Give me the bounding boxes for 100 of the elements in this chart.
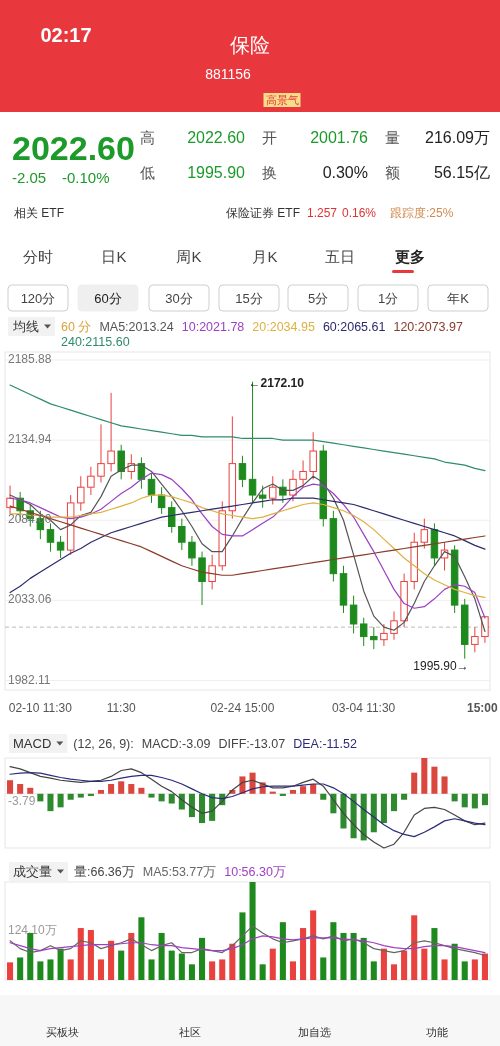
candlestick bbox=[167, 500, 176, 534]
bar bbox=[138, 917, 145, 980]
bar bbox=[128, 784, 135, 794]
text: 跟踪度:25% bbox=[390, 206, 454, 220]
bar bbox=[199, 793, 206, 824]
candlestick bbox=[188, 535, 196, 567]
text: 1.257 bbox=[307, 206, 338, 220]
y-tick-label: 1982.11 bbox=[8, 672, 51, 687]
text: 低 bbox=[140, 164, 155, 181]
text: 10:56.30万 bbox=[224, 865, 286, 879]
text: 56.15亿 bbox=[433, 164, 490, 181]
candlestick bbox=[97, 423, 105, 483]
text: 更多 bbox=[395, 248, 425, 265]
bar bbox=[360, 793, 367, 841]
candlestick bbox=[299, 459, 307, 488]
candlestick bbox=[56, 535, 65, 559]
bar bbox=[401, 950, 408, 980]
bar bbox=[27, 787, 34, 794]
text: 5分 bbox=[307, 291, 329, 306]
bar bbox=[77, 793, 84, 798]
bar bbox=[128, 932, 135, 980]
bar bbox=[451, 943, 458, 980]
candlestick bbox=[380, 623, 388, 647]
bar bbox=[330, 922, 337, 980]
y-tick-label: 2134.94 bbox=[8, 432, 52, 447]
text: 2022.60 bbox=[12, 129, 135, 167]
bar bbox=[310, 784, 317, 794]
bar bbox=[37, 961, 44, 980]
bar bbox=[87, 930, 94, 980]
candlestick bbox=[208, 554, 216, 590]
text: 日K bbox=[101, 248, 127, 265]
candlestick bbox=[238, 455, 247, 488]
text: 功能 bbox=[426, 1026, 448, 1038]
text: DEA:-11.52 bbox=[293, 737, 357, 751]
candlestick bbox=[198, 551, 206, 606]
text: 周K bbox=[176, 248, 202, 265]
bar bbox=[239, 912, 246, 980]
text: 保险 bbox=[230, 34, 270, 56]
text: 60:2065.61 bbox=[322, 320, 386, 334]
text: DIFF:-13.07 bbox=[218, 737, 286, 751]
candlestick bbox=[420, 518, 429, 550]
bar bbox=[209, 961, 216, 980]
candlestick bbox=[87, 466, 95, 496]
text: 量:66.36万 bbox=[74, 865, 135, 879]
x-tick-label: 03-04 11:30 bbox=[332, 701, 396, 715]
text: 相关 ETF bbox=[14, 206, 64, 220]
text: 五日 bbox=[325, 248, 355, 265]
text: MA5:53.77万 bbox=[142, 865, 217, 879]
annotation: 124.10万 bbox=[8, 923, 57, 938]
candlestick bbox=[178, 518, 186, 551]
bar bbox=[310, 910, 317, 980]
text: MA5:2013.24 bbox=[99, 320, 174, 334]
candlestick bbox=[471, 626, 479, 653]
bar bbox=[279, 793, 286, 796]
bar bbox=[118, 950, 125, 980]
bar bbox=[188, 964, 195, 980]
text: 月K bbox=[252, 248, 278, 265]
text: 15分 bbox=[235, 291, 263, 306]
candlestick bbox=[6, 485, 14, 515]
bar bbox=[229, 943, 236, 980]
text: (12, 26, 9): bbox=[73, 737, 134, 751]
text: 02:17 bbox=[40, 24, 92, 46]
bar bbox=[421, 758, 428, 794]
text: MACD:-3.09 bbox=[141, 737, 211, 751]
candlestick bbox=[77, 475, 85, 512]
bar bbox=[340, 793, 347, 829]
bar bbox=[7, 780, 14, 794]
bar bbox=[471, 793, 478, 809]
text: 120:2073.97 bbox=[393, 320, 463, 334]
candlestick bbox=[370, 626, 378, 650]
bar bbox=[350, 932, 357, 980]
text: 2001.76 bbox=[310, 129, 369, 146]
text: 881156 bbox=[205, 66, 252, 82]
bar bbox=[148, 959, 155, 980]
bar bbox=[340, 932, 347, 980]
bar bbox=[461, 961, 468, 980]
chart-title: 成交量 bbox=[13, 864, 52, 879]
bar bbox=[320, 793, 327, 800]
bar bbox=[380, 793, 387, 824]
bar bbox=[47, 793, 54, 812]
bar bbox=[17, 784, 24, 794]
bar bbox=[431, 766, 438, 794]
bar bbox=[108, 940, 115, 980]
bar bbox=[219, 959, 226, 980]
text: 换 bbox=[262, 164, 277, 181]
bar bbox=[300, 928, 307, 980]
candlestick bbox=[359, 617, 368, 647]
x-tick-label: 11:30 bbox=[106, 701, 137, 715]
bar bbox=[401, 793, 408, 800]
bar bbox=[441, 776, 448, 794]
text: 20:2034.95 bbox=[252, 320, 315, 334]
text: 高景气 bbox=[265, 94, 299, 106]
candlestick bbox=[349, 595, 358, 634]
bar bbox=[168, 793, 175, 804]
bar bbox=[289, 961, 296, 980]
bar bbox=[37, 793, 44, 802]
bar bbox=[108, 784, 115, 794]
text: 120分 bbox=[20, 291, 56, 306]
bar bbox=[57, 948, 64, 980]
bar bbox=[350, 793, 357, 839]
